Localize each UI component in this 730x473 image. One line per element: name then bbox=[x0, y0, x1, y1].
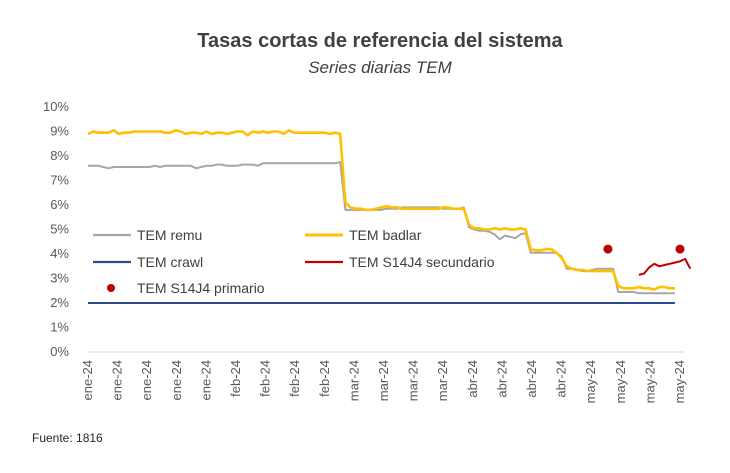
x-tick-label: mar-24 bbox=[435, 360, 450, 401]
chart-title: Tasas cortas de referencia del sistema bbox=[197, 30, 563, 52]
x-tick-label: ene-24 bbox=[169, 360, 184, 400]
x-tick-label: abr-24 bbox=[524, 360, 539, 398]
y-tick-label: 7% bbox=[50, 173, 69, 188]
y-tick-label: 3% bbox=[50, 271, 69, 286]
legend-marker-4 bbox=[107, 284, 115, 292]
x-tick-label: feb-24 bbox=[258, 360, 273, 397]
series-line-3 bbox=[638, 257, 692, 276]
x-tick-label: ene-24 bbox=[139, 360, 154, 400]
legend-label-1: TEM badlar bbox=[349, 227, 422, 243]
x-tick-label: abr-24 bbox=[494, 360, 509, 398]
y-tick-label: 9% bbox=[50, 124, 69, 139]
x-tick-label: may-24 bbox=[583, 360, 598, 403]
series-marker-4-1 bbox=[675, 244, 685, 254]
series-marker-4-0 bbox=[603, 244, 613, 254]
x-tick-label: mar-24 bbox=[346, 360, 361, 401]
x-tick-label: abr-24 bbox=[554, 360, 569, 398]
y-tick-label: 4% bbox=[50, 246, 69, 261]
y-tick-label: 5% bbox=[50, 222, 69, 237]
x-tick-label: may-24 bbox=[613, 360, 628, 403]
chart-subtitle: Series diarias TEM bbox=[308, 58, 452, 77]
y-tick-label: 2% bbox=[50, 295, 69, 310]
y-tick-label: 8% bbox=[50, 148, 69, 163]
legend-label-3: TEM S14J4 secundario bbox=[349, 254, 495, 270]
legend-label-0: TEM remu bbox=[137, 227, 202, 243]
chart-source: Fuente: 1816 bbox=[32, 431, 103, 445]
x-tick-label: feb-24 bbox=[317, 360, 332, 397]
x-tick-label: ene-24 bbox=[110, 360, 125, 400]
x-tick-label: may-24 bbox=[642, 360, 657, 403]
x-tick-label: feb-24 bbox=[228, 360, 243, 397]
y-tick-label: 1% bbox=[50, 320, 69, 335]
x-tick-label: mar-24 bbox=[376, 360, 391, 401]
legend-label-4: TEM S14J4 primario bbox=[137, 280, 265, 296]
x-tick-label: feb-24 bbox=[287, 360, 302, 397]
x-tick-label: abr-24 bbox=[465, 360, 480, 398]
y-tick-label: 6% bbox=[50, 197, 69, 212]
series-line-1 bbox=[87, 129, 675, 291]
y-tick-label: 10% bbox=[43, 99, 69, 114]
x-tick-label: ene-24 bbox=[80, 360, 95, 400]
x-tick-label: ene-24 bbox=[198, 360, 213, 400]
legend-label-2: TEM crawl bbox=[137, 254, 203, 270]
y-tick-label: 0% bbox=[50, 344, 69, 359]
x-tick-label: mar-24 bbox=[406, 360, 421, 401]
x-tick-label: may-24 bbox=[672, 360, 687, 403]
